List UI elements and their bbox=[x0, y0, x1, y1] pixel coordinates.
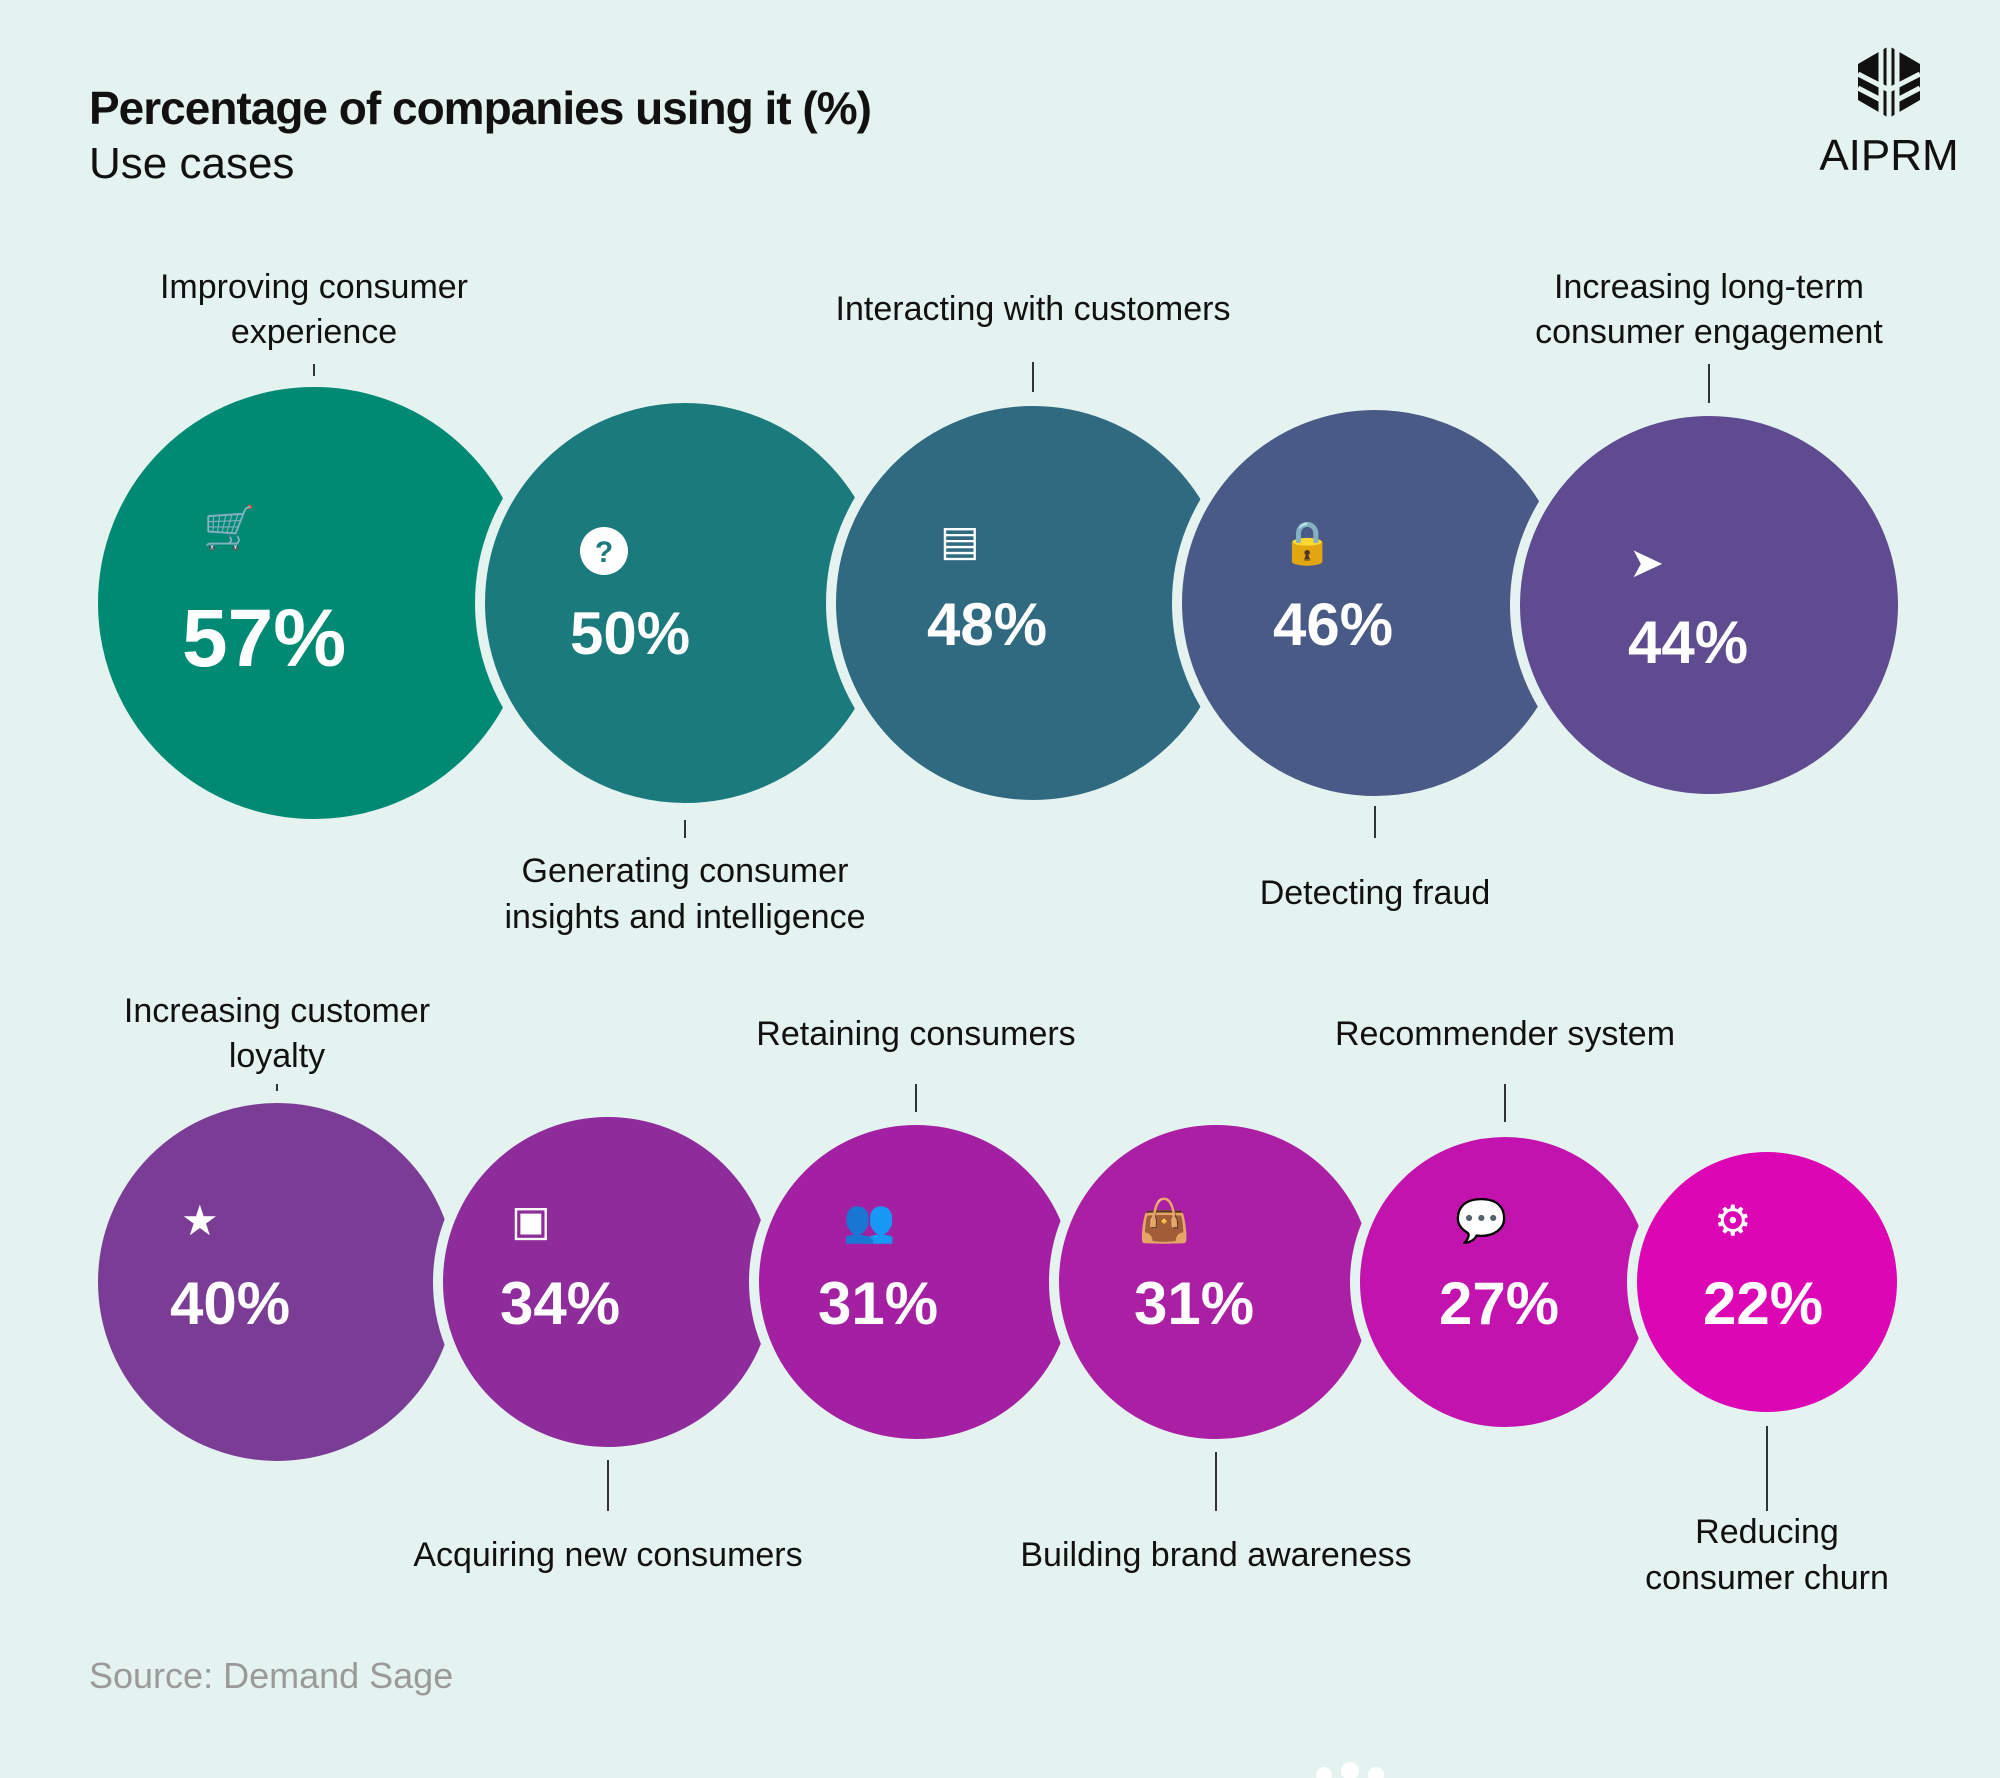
value-label: 27% bbox=[1439, 1270, 1559, 1337]
bubble-item: ▤ 48% Interacting with customers bbox=[826, 290, 1240, 810]
group-icon: 👥 bbox=[843, 1197, 895, 1245]
bubble bbox=[1627, 1142, 1907, 1422]
chart-subtitle: Use cases bbox=[89, 139, 294, 188]
value-label: 31% bbox=[818, 1270, 938, 1337]
category-label: consumer engagement bbox=[1535, 313, 1883, 351]
svg-text:?: ? bbox=[595, 536, 613, 569]
category-label: Building brand awareness bbox=[1020, 1536, 1411, 1574]
chart-title: Percentage of companies using it (%) bbox=[89, 82, 871, 134]
source-note: Source: Demand Sage bbox=[89, 1655, 453, 1696]
category-label: Increasing long-term bbox=[1554, 268, 1864, 306]
category-label: Improving consumer bbox=[160, 268, 468, 306]
aiprm-logo: AIPRM bbox=[1819, 46, 1959, 180]
value-label: 46% bbox=[1273, 591, 1393, 658]
cart-icon: 🛒 bbox=[203, 503, 255, 552]
decorative-dots bbox=[1316, 1762, 1384, 1778]
cursor-icon: ➤ bbox=[1629, 539, 1664, 586]
bubble-item: 🛒 57% Improving consumer experience bbox=[88, 268, 540, 829]
bubble bbox=[1510, 406, 1908, 804]
category-label: loyalty bbox=[229, 1037, 325, 1075]
contact-card-icon: ▣ bbox=[511, 1197, 551, 1244]
category-label: Interacting with customers bbox=[836, 290, 1231, 328]
value-label: 57% bbox=[182, 593, 346, 684]
bubble-item: 👥 31% Retaining consumers bbox=[749, 1015, 1083, 1449]
category-label: Retaining consumers bbox=[756, 1015, 1075, 1053]
category-label: Acquiring new consumers bbox=[413, 1536, 802, 1574]
bubble-item: 💬 27% Recommender system bbox=[1335, 1015, 1675, 1437]
bubble-item: ➤ 44% Increasing long-term consumer engagem… bbox=[1510, 268, 1908, 804]
value-label: 22% bbox=[1703, 1270, 1823, 1337]
category-label: Reducing bbox=[1695, 1513, 1839, 1551]
shopping-bag-icon: 👜 bbox=[1138, 1196, 1190, 1245]
value-label: 44% bbox=[1628, 609, 1748, 676]
star-icon: ★ bbox=[181, 1197, 219, 1244]
value-label: 40% bbox=[170, 1270, 290, 1337]
chat-icon: ▤ bbox=[940, 517, 980, 564]
category-label: consumer churn bbox=[1645, 1559, 1889, 1597]
category-label: insights and intelligence bbox=[504, 898, 865, 936]
category-label: Generating consumer bbox=[522, 852, 849, 890]
bubble-item: ▣ 34% Acquiring new consumers bbox=[413, 1107, 803, 1574]
bubble-item: ? 50% Generating consumer insights and inte… bbox=[475, 393, 895, 936]
svg-text:AIPRM: AIPRM bbox=[1819, 131, 1958, 180]
bubble-item: ⚙ 22% Reducing consumer churn bbox=[1627, 1142, 1907, 1597]
bubble-item: 🔒 46% Detecting fraud bbox=[1172, 400, 1578, 912]
value-label: 34% bbox=[500, 1270, 620, 1337]
speech-bubbles-icon: 💬 bbox=[1455, 1196, 1507, 1245]
gears-icon: ⚙ bbox=[1714, 1197, 1752, 1244]
value-label: 48% bbox=[927, 591, 1047, 658]
category-label: Detecting fraud bbox=[1260, 874, 1491, 912]
bubble-item: 👜 31% Building brand awareness bbox=[1020, 1115, 1412, 1574]
value-label: 31% bbox=[1134, 1270, 1254, 1337]
lock-icon: 🔒 bbox=[1281, 519, 1333, 567]
category-label: Recommender system bbox=[1335, 1015, 1675, 1053]
category-label: experience bbox=[231, 313, 397, 351]
category-label: Increasing customer bbox=[124, 992, 430, 1030]
value-label: 50% bbox=[570, 600, 690, 667]
bubble-item: ★ 40% Increasing customer loyalty bbox=[88, 992, 466, 1471]
question-icon: ? bbox=[580, 527, 628, 575]
